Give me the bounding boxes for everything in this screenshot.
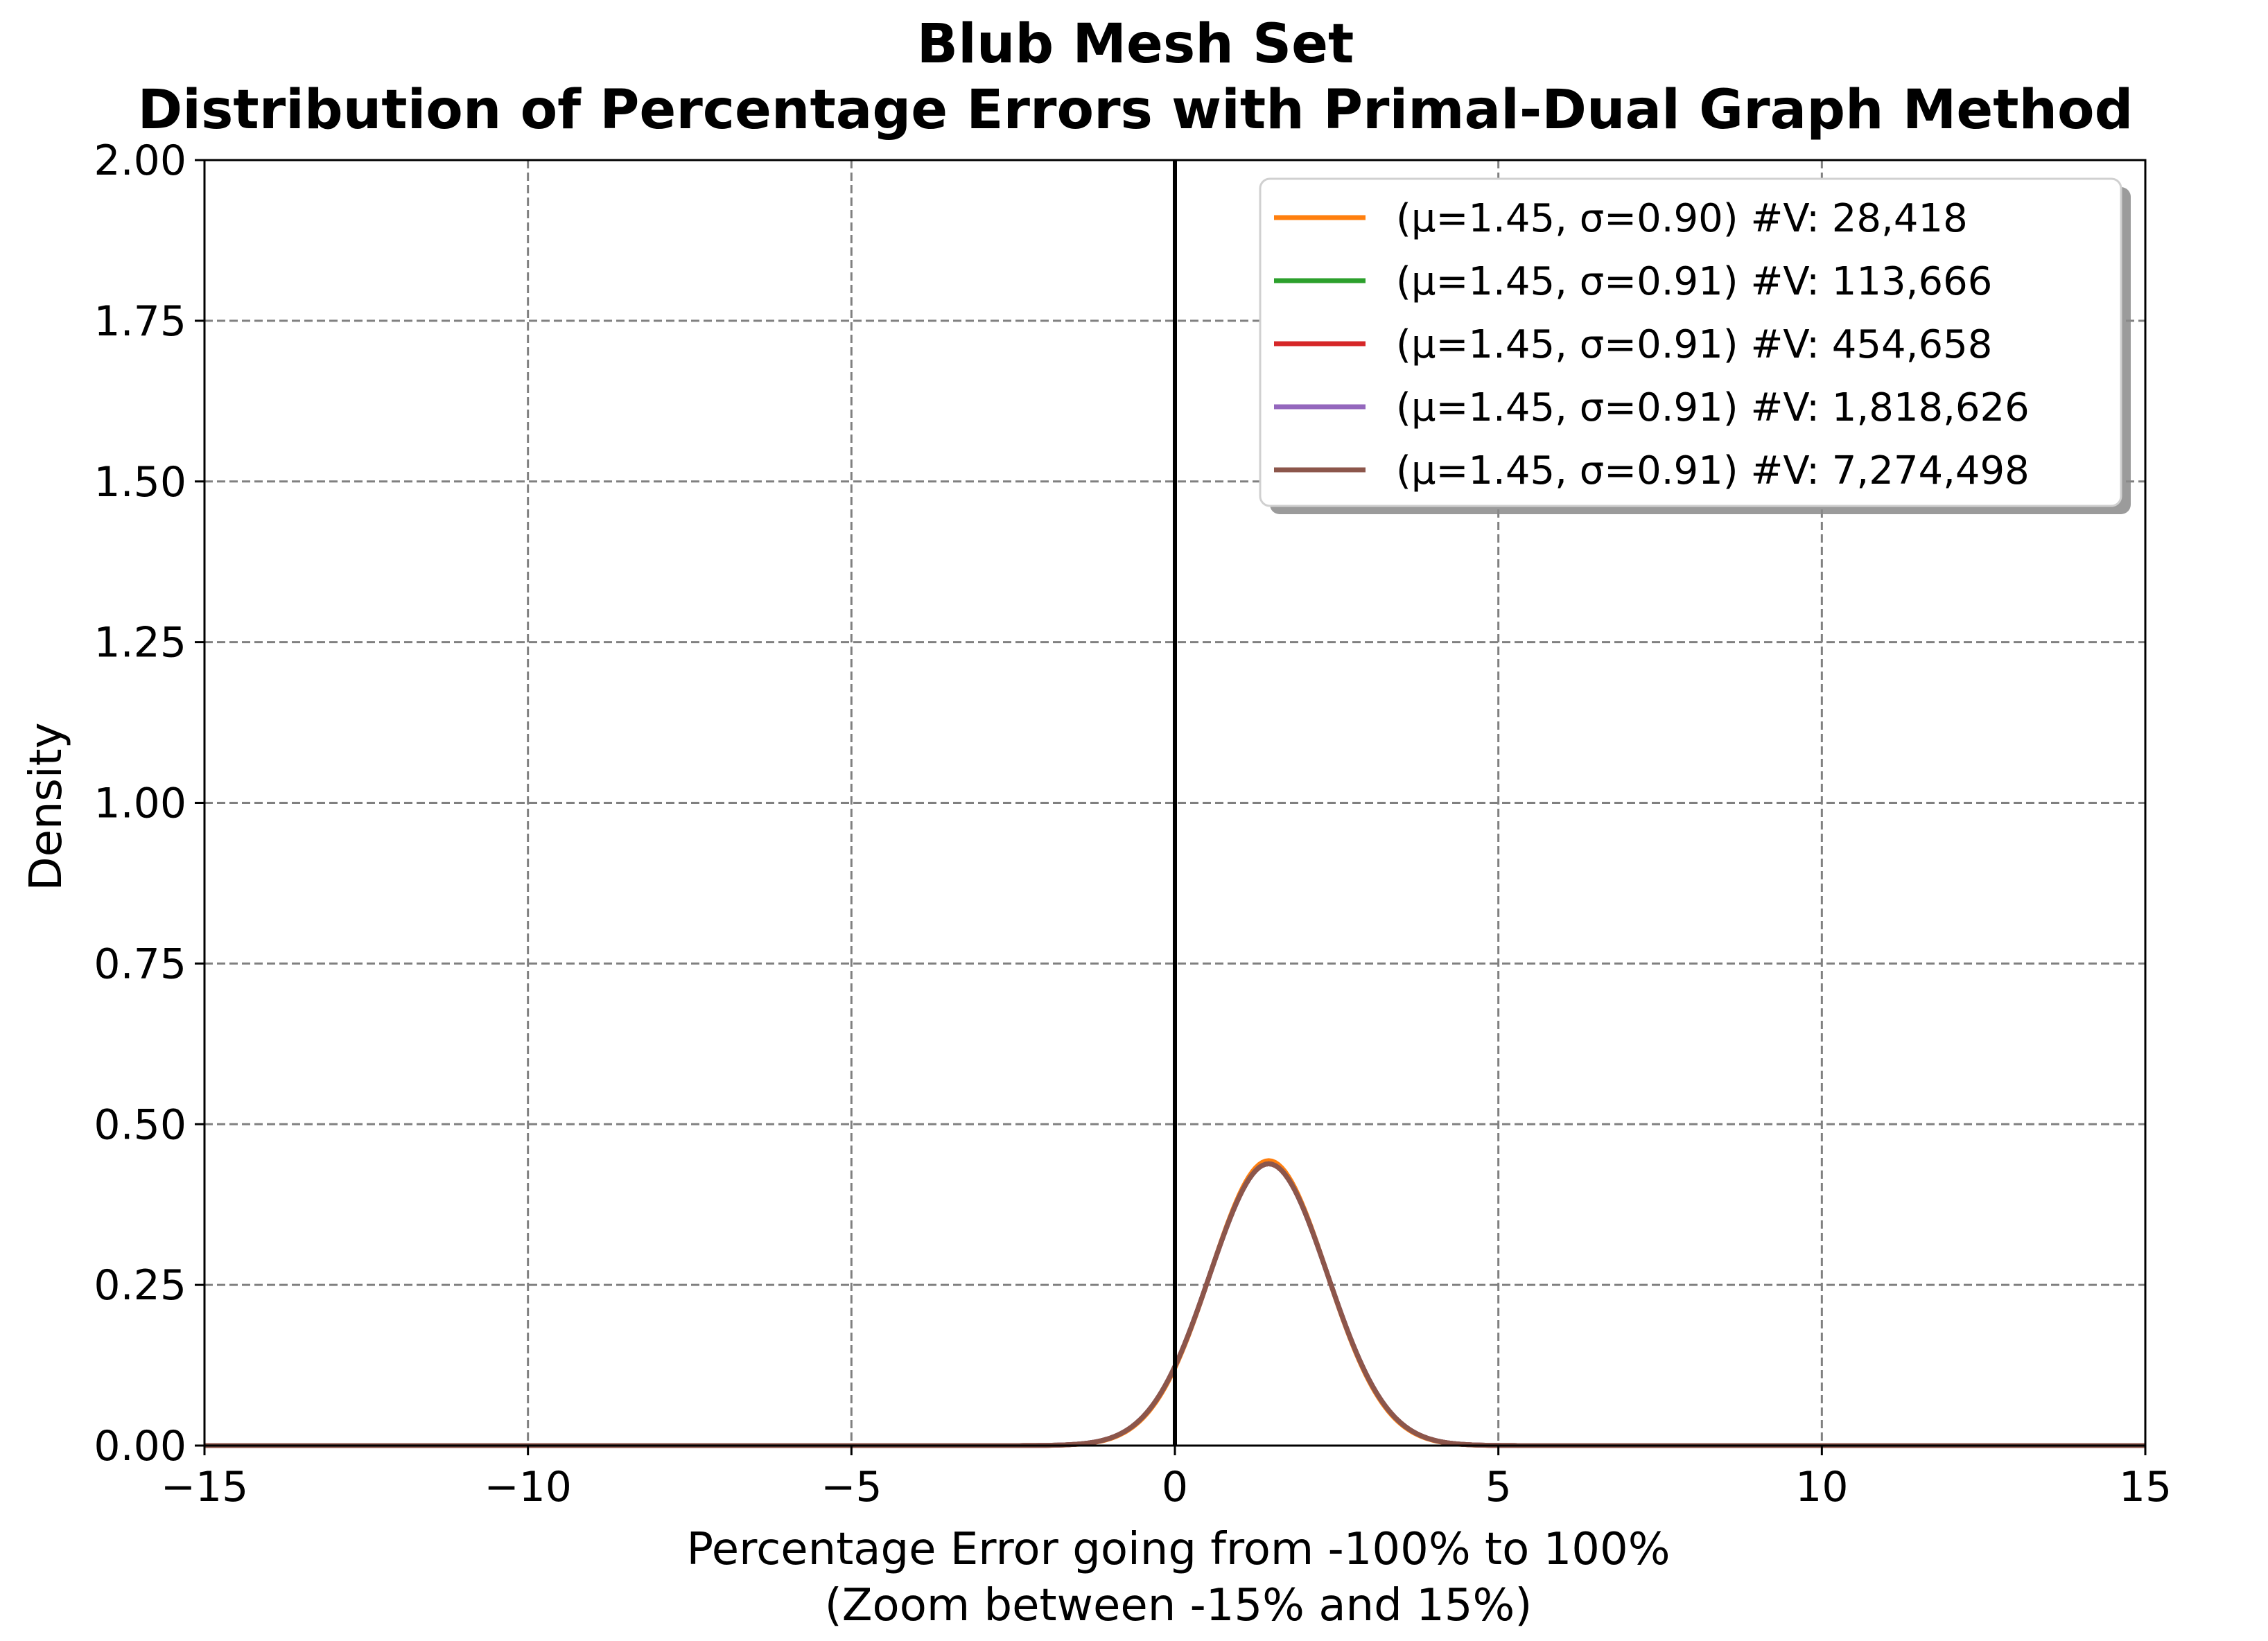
y-tick-label: 1.25 <box>94 619 186 667</box>
x-axis-label-line-1: Percentage Error going from -100% to 100… <box>686 1524 1670 1575</box>
legend: (μ=1.45, σ=0.90) #V: 28,418 (μ=1.45, σ=0.… <box>1259 177 2131 514</box>
legend-label-4: (μ=1.45, σ=0.91) #V: 1,818,626 <box>1396 385 2030 430</box>
legend-label-1: (μ=1.45, σ=0.90) #V: 28,418 <box>1396 196 1968 241</box>
x-axis-label-line-2: (Zoom between -15% and 15%) <box>825 1580 1533 1631</box>
y-tick-label: 0.75 <box>94 940 186 988</box>
y-axis-ticks: 0.00 0.25 0.50 0.75 1.00 1.25 1.50 1.75 2.00 <box>94 137 204 1471</box>
x-tick-label: 10 <box>1795 1463 1848 1511</box>
chart-title-line-1: Blub Mesh Set <box>917 13 1354 76</box>
legend-label-5: (μ=1.45, σ=0.91) #V: 7,274,498 <box>1396 448 2030 493</box>
legend-label-2: (μ=1.45, σ=0.91) #V: 113,666 <box>1396 259 1992 304</box>
x-tick-label: 0 <box>1162 1463 1188 1511</box>
legend-box <box>1259 177 2122 507</box>
x-tick-label: 15 <box>2119 1463 2172 1511</box>
y-tick-label: 0.50 <box>94 1100 186 1149</box>
x-axis-ticks: −15 −10 −5 0 5 10 15 <box>161 1446 2172 1511</box>
legend-label-3: (μ=1.45, σ=0.91) #V: 454,658 <box>1396 322 1992 367</box>
chart-title-line-2: Distribution of Percentage Errors with P… <box>138 79 2134 141</box>
x-tick-label: −10 <box>484 1463 572 1511</box>
y-tick-label: 1.00 <box>94 780 186 828</box>
x-tick-label: −5 <box>821 1463 882 1511</box>
x-tick-label: 5 <box>1485 1463 1512 1511</box>
y-tick-label: 2.00 <box>94 137 186 185</box>
y-tick-label: 1.50 <box>94 458 186 507</box>
y-tick-label: 0.00 <box>94 1422 186 1471</box>
y-tick-label: 0.25 <box>94 1261 186 1310</box>
y-axis-label: Density <box>21 722 72 890</box>
x-tick-label: −15 <box>161 1463 249 1511</box>
y-tick-label: 1.75 <box>94 297 186 346</box>
